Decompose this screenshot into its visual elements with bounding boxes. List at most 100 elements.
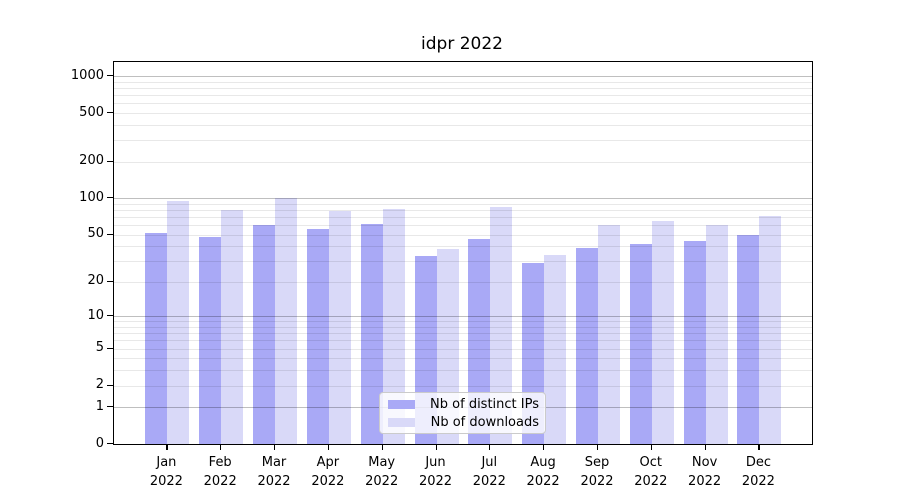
x-tick-apr xyxy=(327,444,330,450)
bar-dec-distinct-ips xyxy=(737,234,760,444)
minor-gridline-3 xyxy=(114,370,812,372)
bar-apr-distinct-ips xyxy=(306,228,329,444)
legend-swatch-distinct-ips xyxy=(388,399,415,409)
x-tick-oct xyxy=(650,444,652,450)
bar-mar-downloads xyxy=(275,198,297,444)
x-tick-label-may: May 2022 xyxy=(365,455,399,489)
minor-gridline-900 xyxy=(114,81,812,83)
bar-sep-distinct-ips xyxy=(576,247,598,444)
y-tick-1000 xyxy=(107,75,113,77)
x-tick-may xyxy=(381,444,383,450)
minor-gridline-40 xyxy=(114,246,812,248)
minor-gridline-5 xyxy=(114,348,812,350)
y-tick-label-50: 50 xyxy=(87,226,104,242)
legend-entry-distinct-ips: Nb of distinct IPs xyxy=(386,397,539,412)
y-tick-500 xyxy=(107,112,113,114)
bar-apr-downloads xyxy=(328,210,351,444)
minor-gridline-6 xyxy=(114,340,812,342)
legend: Nb of distinct IPs Nb of downloads xyxy=(379,392,546,434)
x-tick-label-mar: Mar 2022 xyxy=(257,455,291,489)
bar-jan-downloads xyxy=(167,201,190,444)
bar-nov-distinct-ips xyxy=(683,241,706,444)
x-tick-aug xyxy=(543,444,545,450)
x-tick-dec xyxy=(758,444,760,450)
minor-gridline-7 xyxy=(114,333,812,335)
minor-gridline-500 xyxy=(114,113,812,114)
bar-nov-downloads xyxy=(705,225,728,444)
bar-dec-downloads xyxy=(759,215,782,444)
y-tick-2 xyxy=(107,384,113,386)
y-tick-100 xyxy=(107,197,113,199)
x-tick-jul xyxy=(489,444,491,450)
y-tick-20 xyxy=(107,280,113,283)
legend-entry-downloads: Nb of downloads xyxy=(386,415,539,430)
minor-gridline-600 xyxy=(114,103,812,105)
chart-title: idpr 2022 xyxy=(421,34,503,54)
x-tick-label-dec: Dec 2022 xyxy=(741,455,775,489)
plot-area xyxy=(113,61,813,445)
y-tick-label-200: 200 xyxy=(79,153,104,169)
bar-feb-downloads xyxy=(221,210,244,444)
x-tick-label-oct: Oct 2022 xyxy=(634,455,668,489)
y-tick-label-10: 10 xyxy=(87,307,104,323)
minor-gridline-80 xyxy=(114,210,812,211)
minor-gridline-60 xyxy=(114,225,812,227)
y-tick-label-1000: 1000 xyxy=(70,67,104,83)
bar-feb-distinct-ips xyxy=(199,236,222,444)
bar-oct-downloads xyxy=(651,220,674,444)
major-gridline-100 xyxy=(114,198,812,200)
minor-gridline-8 xyxy=(114,327,812,328)
x-tick-mar xyxy=(274,444,276,450)
x-tick-jun xyxy=(435,444,437,450)
bar-jan-distinct-ips xyxy=(145,232,168,444)
legend-swatch-downloads xyxy=(388,417,415,427)
x-tick-label-jul: Jul 2022 xyxy=(472,455,506,489)
bar-may-distinct-ips xyxy=(360,224,383,444)
minor-gridline-9 xyxy=(114,321,812,323)
bar-sep-downloads xyxy=(598,225,620,444)
bar-jul-downloads xyxy=(490,206,513,444)
minor-gridline-700 xyxy=(114,95,812,97)
y-tick-label-2: 2 xyxy=(95,377,104,392)
x-tick-label-aug: Aug 2022 xyxy=(526,455,560,489)
bar-aug-downloads xyxy=(544,254,567,444)
y-tick-50 xyxy=(107,233,113,235)
y-tick-label-1: 1 xyxy=(95,398,104,414)
y-tick-1 xyxy=(107,406,113,408)
y-tick-10 xyxy=(107,315,113,317)
minor-gridline-2 xyxy=(114,385,812,387)
minor-gridline-300 xyxy=(114,140,812,142)
x-tick-label-sep: Sep 2022 xyxy=(580,455,614,489)
minor-gridline-30 xyxy=(114,261,812,263)
x-tick-label-apr: Apr 2022 xyxy=(311,455,345,489)
x-tick-label-jan: Jan 2022 xyxy=(149,455,183,489)
minor-gridline-4 xyxy=(114,358,812,360)
major-gridline-10 xyxy=(114,316,812,318)
minor-gridline-50 xyxy=(114,234,812,236)
y-tick-label-5: 5 xyxy=(95,340,104,356)
x-tick-label-jun: Jun 2022 xyxy=(418,455,453,489)
y-tick-200 xyxy=(107,160,113,162)
y-tick-5 xyxy=(107,347,113,349)
y-tick-label-100: 100 xyxy=(79,189,104,205)
y-tick-0 xyxy=(107,443,113,445)
x-tick-feb xyxy=(220,444,222,450)
y-tick-label-0: 0 xyxy=(95,435,104,451)
x-tick-label-nov: Nov 2022 xyxy=(688,455,722,489)
x-tick-label-feb: Feb 2022 xyxy=(203,455,237,489)
bar-mar-distinct-ips xyxy=(253,225,275,444)
minor-gridline-90 xyxy=(114,203,812,205)
legend-label-downloads: Nb of downloads xyxy=(430,414,539,430)
minor-gridline-200 xyxy=(114,161,812,163)
minor-gridline-800 xyxy=(114,88,812,89)
y-tick-label-20: 20 xyxy=(87,273,104,289)
major-gridline-1000 xyxy=(114,76,812,78)
bar-may-downloads xyxy=(382,208,405,444)
minor-gridline-70 xyxy=(114,217,812,218)
x-tick-jan xyxy=(166,444,168,450)
bar-oct-distinct-ips xyxy=(629,243,652,444)
x-tick-sep xyxy=(597,444,599,450)
x-tick-nov xyxy=(704,444,706,450)
minor-gridline-20 xyxy=(114,281,812,283)
